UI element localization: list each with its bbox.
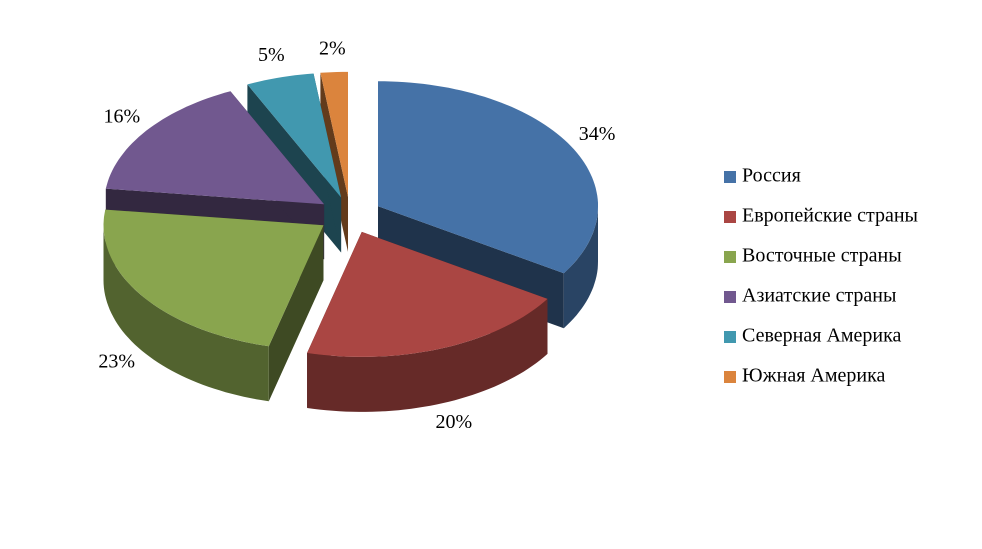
legend-label: Восточные страны [742, 245, 902, 267]
slice [378, 81, 598, 274]
legend-swatch [724, 171, 736, 183]
slice-side [307, 298, 548, 412]
slice [320, 71, 348, 197]
slice [103, 209, 324, 347]
data-label: 23% [98, 350, 135, 372]
legend-label: Россия [742, 165, 801, 187]
legend-label: Азиатские страны [742, 285, 896, 307]
legend-label: Европейские страны [742, 205, 918, 227]
legend-swatch [724, 331, 736, 343]
legend-swatch [724, 211, 736, 223]
slice-side [103, 225, 269, 402]
data-label: 16% [104, 106, 141, 128]
data-label: 5% [258, 44, 285, 66]
legend-swatch [724, 371, 736, 383]
slice [247, 73, 342, 198]
slice-side [563, 206, 598, 329]
legend-swatch [724, 291, 736, 303]
data-label: 20% [435, 411, 472, 433]
legend-swatch [724, 251, 736, 263]
slice [105, 91, 325, 205]
data-label: 2% [319, 38, 346, 60]
legend-label: Северная Америка [742, 325, 902, 347]
data-label: 34% [579, 123, 616, 145]
legend-label: Южная Америка [742, 365, 885, 387]
slice [307, 231, 548, 357]
